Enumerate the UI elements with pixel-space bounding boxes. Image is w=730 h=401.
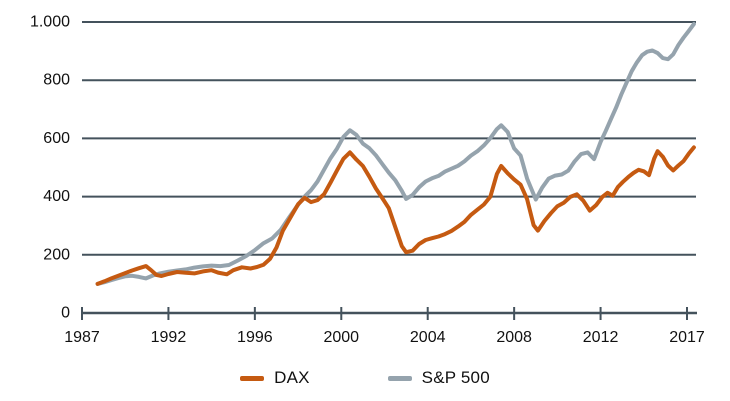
dax-legend-label: DAX — [274, 368, 310, 387]
sp500-line — [95, 22, 696, 286]
x-axis-label: 2012 — [583, 329, 619, 346]
x-axis-label: 2004 — [410, 329, 446, 346]
y-axis-label: 400 — [43, 188, 70, 205]
y-axis-label: 200 — [43, 246, 70, 263]
sp500-legend-swatch — [387, 375, 412, 381]
sp500-legend-label: S&P 500 — [421, 368, 490, 387]
y-axis-label: 800 — [43, 72, 70, 89]
x-axis-label: 2008 — [496, 329, 532, 346]
x-axis-label: 1992 — [151, 329, 187, 346]
chart-svg: 0 200 400 600 800 1.000 1987 1992 1996 2000 2004 20… — [30, 14, 705, 347]
x-axis-label: 2000 — [323, 329, 359, 346]
dax-line — [95, 145, 696, 286]
y-axis-label: 1.000 — [30, 14, 70, 31]
legend-item-dax: DAX — [240, 368, 310, 388]
y-axis-label: 0 — [61, 305, 70, 322]
dax-legend-swatch — [240, 375, 265, 381]
legend: DAX S&P 500 — [0, 368, 730, 388]
legend-item-sp500: S&P 500 — [387, 368, 490, 388]
y-axis-label: 600 — [43, 130, 70, 147]
x-axis-label: 1987 — [64, 329, 100, 346]
x-axis-label: 2017 — [669, 329, 705, 346]
x-axis-label: 1996 — [237, 329, 273, 346]
